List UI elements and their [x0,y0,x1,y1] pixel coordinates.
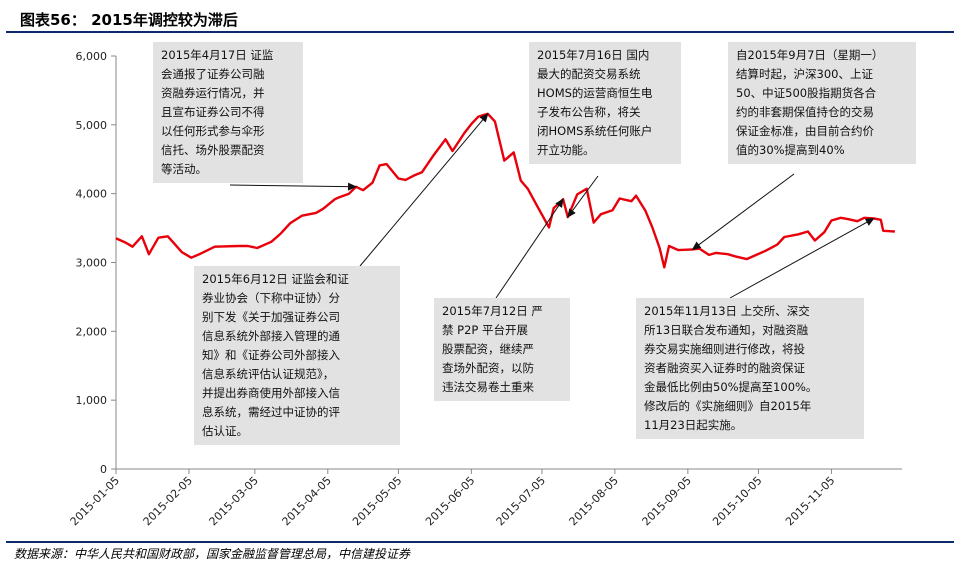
annotation-line: 50、中证500股指期货各合 [736,86,877,100]
annotation-box: 自2015年9月7日（星期一） 结算时起，沪深300、上证 50、中证500股指期货… [728,42,916,164]
y-tick-label: 4,000 [76,188,108,201]
annotation-line: 等活动。 [161,162,207,176]
x-tick-label: 2015-03-05 [207,474,261,528]
annotation-line: 所13日联合发布通知，对融资融 [644,323,809,337]
annotation-line: 知》和《证券公司外部接入 [202,348,340,362]
y-tick-label: 0 [100,463,107,476]
annotation-line: 违法交易卷土重来 [442,380,534,394]
x-tick-label: 2015-06-05 [423,474,477,528]
annotation-line: 券交易实施细则进行修改，将投 [644,342,805,356]
annotation-box: 2015年11月13日 上交所、深交 所13日联合发布通知，对融资融 券交易实施细则… [636,298,864,439]
annotation-line: 并提出券商使用外部接入信 [202,386,340,400]
x-tick-label: 2015-02-05 [141,474,195,528]
annotation-line: 2015年4月17日 证监 [161,48,274,62]
annotation-arrow [495,198,564,299]
annotation-line: 股票配资，继续严 [442,342,534,356]
annotation-line: 2015年11月13日 上交所、深交 [644,304,810,318]
annotation-arrow [359,113,489,267]
annotation-line: 息系统，需经过中证协的评 [202,405,340,419]
x-tick-label: 2015-01-05 [68,474,122,528]
annotation-line: 会通报了证券公司融 [161,67,265,81]
line-chart: 0 1,000 2,000 3,000 4,000 5,000 6,000 2015-01-0… [68,50,902,528]
annotation-arrow [567,175,599,218]
annotation-line: 信托、场外股票配资 [161,143,265,157]
x-tick-label: 2015-07-05 [494,474,548,528]
annotation-line: 信息系统外部接入管理的通 [202,329,340,343]
y-tick-label: 6,000 [76,50,108,63]
x-tick-label: 2015-04-05 [280,474,334,528]
annotation-line: 子发布公告称，将关 [537,105,641,119]
footer-rule [6,541,954,543]
x-tick-label: 2015-08-05 [567,474,621,528]
figure-header: 图表56： 2015年调控较为滞后 [6,2,954,33]
annotation-line: 约的非套期保值持仓的交易 [736,105,874,119]
y-tick-label: 5,000 [76,119,108,132]
annotation-line: 闭HOMS系统任何账户 [537,124,653,138]
annotation-line: 2015年6月12日 证监会和证 [202,272,349,286]
annotation-line: 金最低比例由50%提高至100%。 [644,380,818,394]
annotation-line: 开立功能。 [537,143,595,157]
annotation-box: 2015年4月17日 证监 会通报了证券公司融 资融券运行情况，并 且宣布证券公司不得… [153,42,303,183]
annotation-line: 自2015年9月7日（星期一） [736,48,884,62]
x-tick-label: 2015-05-05 [350,474,404,528]
annotation-line: 最大的配资交易系统 [537,67,641,81]
annotation-box: 2015年7月16日 国内 最大的配资交易系统 HOMS的运营商恒生电 子发布公告称，… [529,42,681,164]
annotation-line: 资者融资买入证券时的融资保证 [644,361,805,375]
annotation-line: 且宣布证券公司不得 [161,105,265,119]
annotation-line: 信息系统评估认证规范》， [202,367,335,381]
annotation-line: 资融券运行情况，并 [161,86,265,100]
annotation-line: 券业协会（下称中证协）分 [202,291,340,305]
annotation-line: 禁 P2P 平台开展 [442,323,528,337]
annotation-line: 2015年7月16日 国内 [537,48,650,62]
annotation-line: 值的30%提高到40% [736,143,845,157]
y-tick-label: 3,000 [76,257,108,270]
header-rule [6,31,954,33]
data-source: 数据来源：中华人民共和国财政部，国家金融监督管理总局，中信建投证券 [14,547,411,561]
annotation-box: 2015年7月12日 严禁 P2P 平台开展 股票配资，继续严 查场外配资，以防 违法… [434,298,570,401]
annotation-line: 结算时起，沪深300、上证 [736,67,873,81]
x-tick-label: 2015-11-05 [783,474,837,528]
annotation-line: 修改后的《实施细则》自2015年 [644,399,812,413]
annotation-arrow [229,182,358,191]
annotation-line: HOMS的运营商恒生电 [537,86,653,100]
annotation-line: 保证金标准，由目前合约价 [736,124,874,138]
annotation-line: 11月23日起实施。 [644,418,743,432]
annotation-line: 估认证。 [202,424,248,438]
annotation-line: 以任何形式参与伞形 [161,124,265,138]
annotation-box: 2015年6月12日 证监会和证 券业协会（下称中证协）分 别下发《关于加强证券公司… [194,266,400,445]
index-series-line [115,112,895,269]
annotation-line: 2015年7月12日 严 [442,304,543,318]
figure-title: 图表56： 2015年调控较为滞后 [20,11,238,29]
y-tick-label: 1,000 [76,394,108,407]
x-tick-label: 2015-09-05 [640,474,694,528]
y-tick-label: 2,000 [76,325,108,338]
annotation-arrow [691,173,795,251]
annotation-line: 别下发《关于加强证券公司 [202,310,340,324]
x-tick-label: 2015-10-05 [710,474,764,528]
annotation-arrow [729,217,875,299]
annotation-line: 查场外配资，以防 [442,361,534,375]
